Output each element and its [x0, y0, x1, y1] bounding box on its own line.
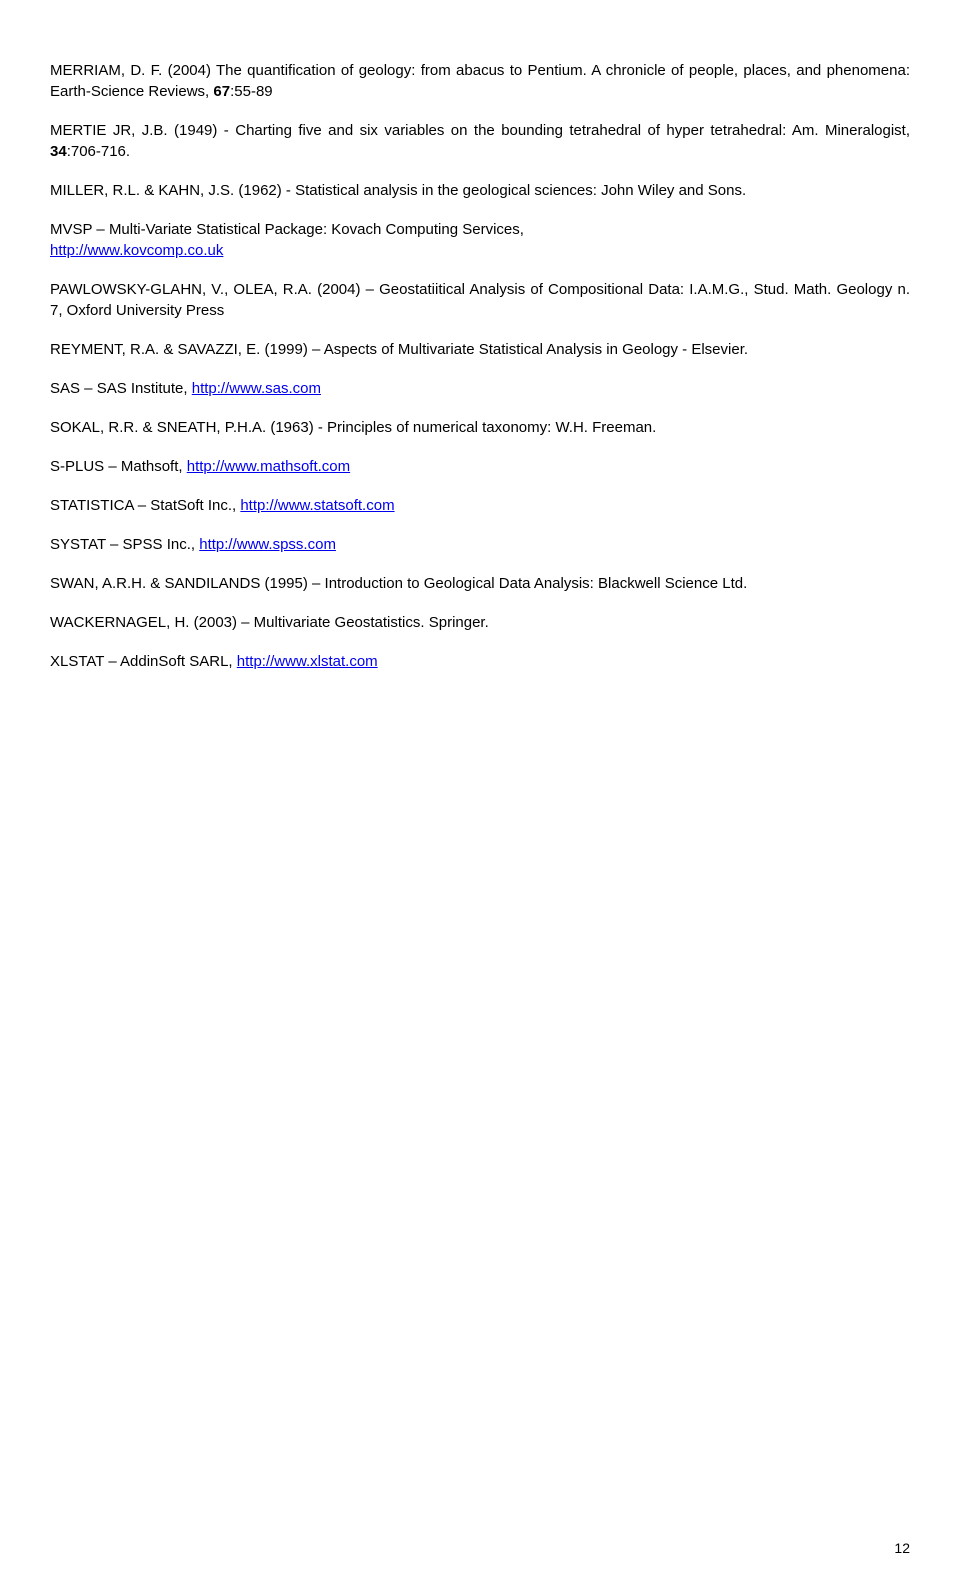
- mvsp-w7: Computing: [386, 221, 459, 238]
- mvsp-w6: Kovach: [331, 221, 381, 238]
- ref-xlstat-link[interactable]: http://www.xlstat.com: [237, 653, 378, 670]
- ref-merriam-bold: 67: [213, 83, 230, 100]
- ref-splus: S-PLUS – Mathsoft, http://www.mathsoft.c…: [50, 456, 910, 477]
- mvsp-link[interactable]: http://www.kovcomp.co.uk: [50, 242, 223, 259]
- ref-sokal: SOKAL, R.R. & SNEATH, P.H.A. (1963) - Pr…: [50, 417, 910, 438]
- ref-statistica: STATISTICA – StatSoft Inc., http://www.s…: [50, 495, 910, 516]
- page-number: 12: [894, 1539, 910, 1559]
- ref-xlstat: XLSTAT – AddinSoft SARL, http://www.xlst…: [50, 651, 910, 672]
- mvsp-w8: Services,: [462, 221, 524, 238]
- ref-swan: SWAN, A.R.H. & SANDILANDS (1995) – Intro…: [50, 573, 910, 594]
- ref-mertie-prefix: MERTIE JR, J.B. (1949) - Charting five a…: [50, 122, 910, 139]
- ref-mertie: MERTIE JR, J.B. (1949) - Charting five a…: [50, 120, 910, 162]
- ref-mvsp: MVSP – Multi-Variate Statistical Package…: [50, 219, 910, 261]
- ref-splus-prefix: S-PLUS – Mathsoft,: [50, 458, 187, 475]
- ref-systat: SYSTAT – SPSS Inc., http://www.spss.com: [50, 534, 910, 555]
- ref-xlstat-prefix: XLSTAT – AddinSoft SARL,: [50, 653, 237, 670]
- ref-splus-link[interactable]: http://www.mathsoft.com: [187, 458, 350, 475]
- mvsp-w2: –: [96, 221, 104, 238]
- ref-mertie-suffix: :706-716.: [67, 143, 130, 160]
- ref-statistica-link[interactable]: http://www.statsoft.com: [240, 497, 394, 514]
- ref-merriam-prefix: MERRIAM, D. F. (2004) The quantification…: [50, 62, 910, 100]
- ref-sas-prefix: SAS – SAS Institute,: [50, 380, 192, 397]
- ref-merriam-suffix: :55-89: [230, 83, 273, 100]
- ref-systat-prefix: SYSTAT – SPSS Inc.,: [50, 536, 199, 553]
- ref-sas-link[interactable]: http://www.sas.com: [192, 380, 321, 397]
- ref-merriam: MERRIAM, D. F. (2004) The quantification…: [50, 60, 910, 102]
- ref-reyment: REYMENT, R.A. & SAVAZZI, E. (1999) – Asp…: [50, 339, 910, 360]
- ref-statistica-prefix: STATISTICA – StatSoft Inc.,: [50, 497, 240, 514]
- ref-pawlowsky: PAWLOWSKY-GLAHN, V., OLEA, R.A. (2004) –…: [50, 279, 910, 321]
- mvsp-w1: MVSP: [50, 221, 92, 238]
- ref-mertie-bold: 34: [50, 143, 67, 160]
- ref-wackernagel: WACKERNAGEL, H. (2003) – Multivariate Ge…: [50, 612, 910, 633]
- ref-sas: SAS – SAS Institute, http://www.sas.com: [50, 378, 910, 399]
- mvsp-w3: Multi-Variate: [109, 221, 192, 238]
- ref-systat-link[interactable]: http://www.spss.com: [199, 536, 336, 553]
- mvsp-w4: Statistical: [196, 221, 260, 238]
- ref-miller: MILLER, R.L. & KAHN, J.S. (1962) - Stati…: [50, 180, 910, 201]
- mvsp-w5: Package:: [265, 221, 328, 238]
